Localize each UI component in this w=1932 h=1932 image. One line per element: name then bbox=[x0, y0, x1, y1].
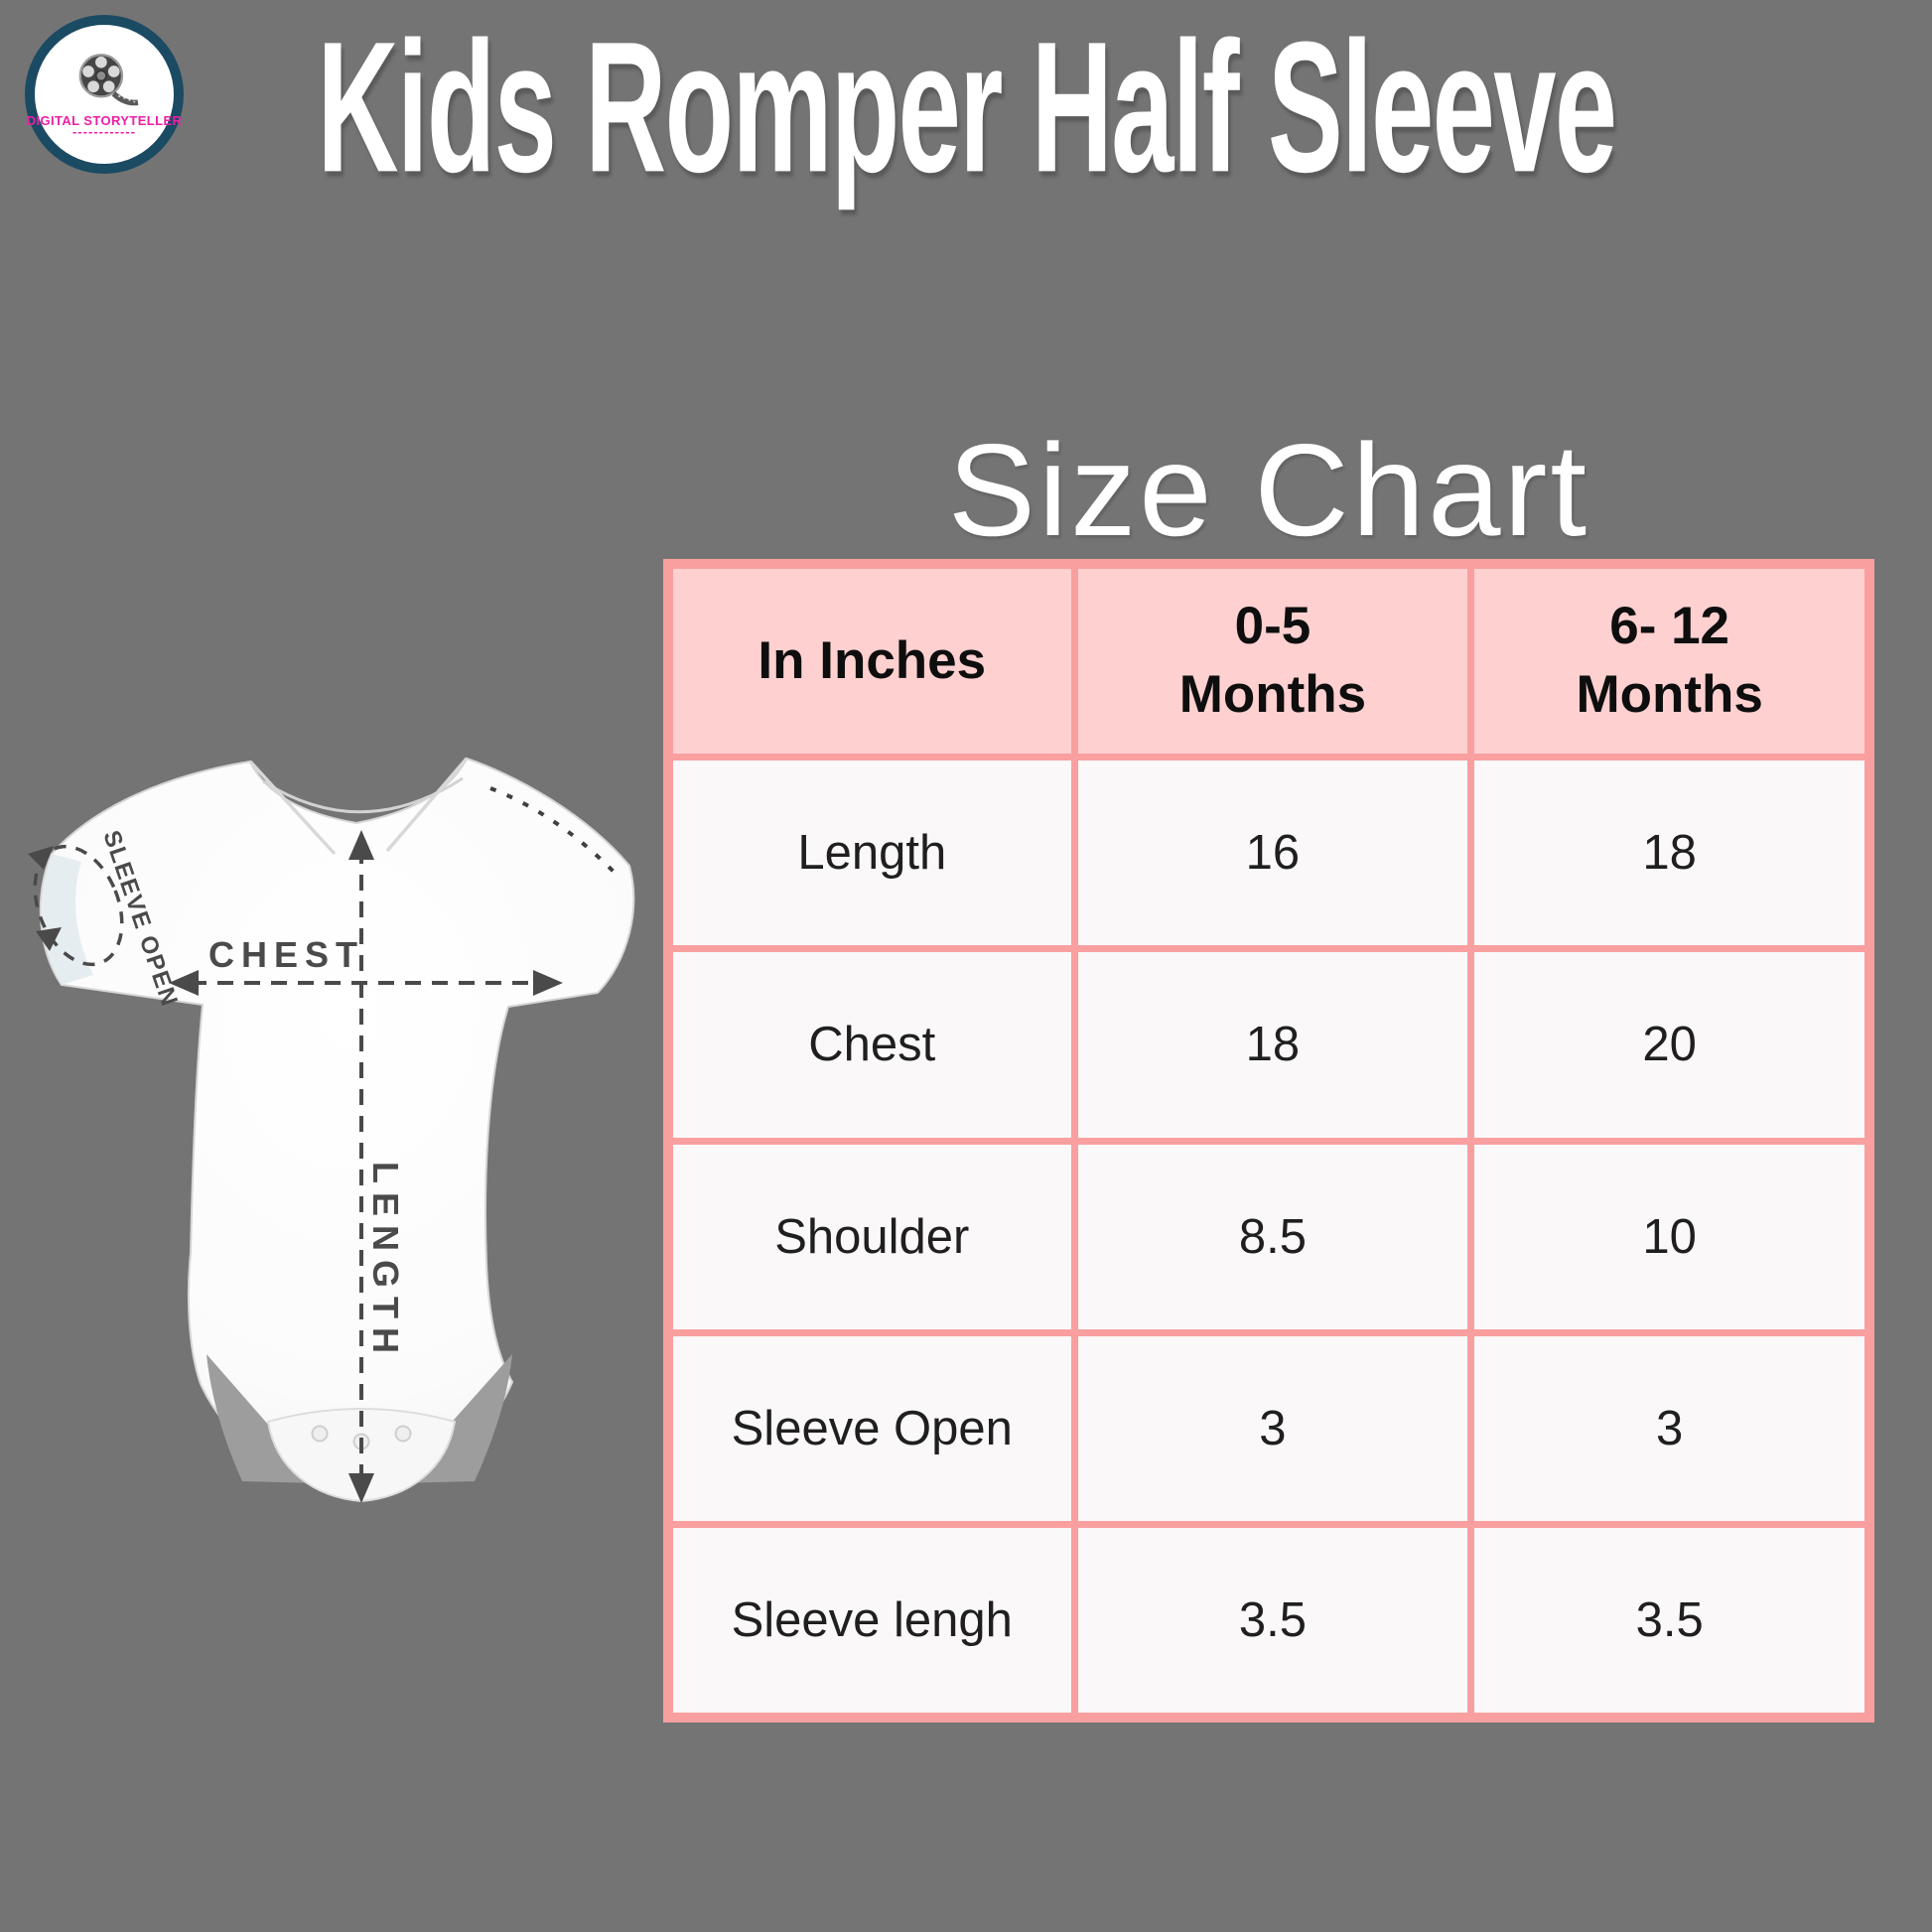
cell-shoulder-0-5: 8.5 bbox=[1077, 1144, 1468, 1329]
brand-logo: DIGITAL STORYTELLER ------------ bbox=[25, 15, 184, 174]
cell-chest-0-5: 18 bbox=[1077, 952, 1468, 1138]
chest-label: CHEST bbox=[208, 934, 364, 975]
header-0-5-months: 0-5 Months bbox=[1077, 569, 1468, 755]
cell-sleeve-open-0-5: 3 bbox=[1077, 1335, 1468, 1521]
row-label-length: Length bbox=[673, 760, 1071, 946]
cell-length-6-12: 18 bbox=[1474, 760, 1864, 946]
cell-shoulder-6-12: 10 bbox=[1474, 1144, 1864, 1329]
cell-sleeve-length-6-12: 3.5 bbox=[1474, 1527, 1864, 1713]
row-label-sleeve-length: Sleeve lengh bbox=[673, 1527, 1071, 1713]
logo-brand-text: DIGITAL STORYTELLER bbox=[26, 113, 183, 128]
cell-chest-6-12: 20 bbox=[1474, 952, 1864, 1138]
logo-dashes: ------------ bbox=[72, 124, 136, 139]
length-label: LENGTH bbox=[365, 1162, 406, 1362]
page-title: Kids Romper Half Sleeve bbox=[317, 3, 1617, 212]
film-reel-icon bbox=[78, 54, 139, 106]
row-label-sleeve-open: Sleeve Open bbox=[673, 1335, 1071, 1521]
cell-length-0-5: 16 bbox=[1077, 760, 1468, 946]
header-in-inches: In Inches bbox=[673, 569, 1071, 755]
row-label-chest: Chest bbox=[673, 952, 1071, 1138]
header-6-12-months: 6- 12 Months bbox=[1474, 569, 1864, 755]
row-label-shoulder: Shoulder bbox=[673, 1144, 1071, 1329]
romper-body bbox=[39, 757, 635, 1503]
cell-sleeve-length-0-5: 3.5 bbox=[1077, 1527, 1468, 1713]
size-chart-table: In Inches 0-5 Months 6- 12 Months Length… bbox=[663, 559, 1874, 1723]
size-chart-heading: Size Chart bbox=[947, 417, 1590, 563]
romper-diagram: CHEST LENGTH SLEEVE OPEN bbox=[28, 757, 635, 1503]
cell-sleeve-open-6-12: 3 bbox=[1474, 1335, 1864, 1521]
